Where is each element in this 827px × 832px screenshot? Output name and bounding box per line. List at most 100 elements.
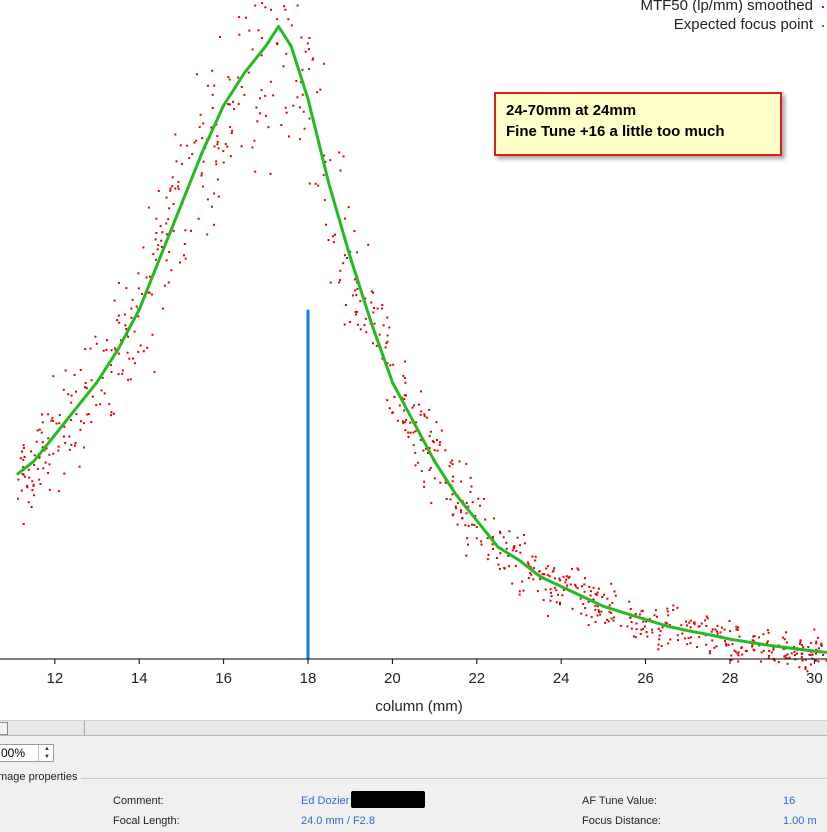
raw-mtf-point	[51, 417, 54, 420]
raw-mtf-point	[288, 135, 290, 138]
raw-mtf-point	[283, 5, 286, 8]
raw-mtf-point	[518, 593, 521, 596]
raw-mtf-point	[735, 628, 738, 631]
raw-mtf-point	[397, 419, 399, 422]
raw-mtf-point	[308, 68, 311, 71]
raw-mtf-point	[353, 278, 356, 281]
raw-mtf-point	[711, 628, 714, 631]
af-tune-value: 16	[783, 795, 796, 807]
raw-mtf-point	[227, 103, 230, 106]
raw-mtf-point	[809, 642, 812, 645]
raw-mtf-point	[600, 610, 603, 613]
raw-mtf-point	[427, 452, 429, 454]
raw-mtf-point	[430, 502, 433, 505]
raw-mtf-point	[248, 29, 251, 32]
raw-mtf-point	[484, 518, 487, 521]
raw-mtf-point	[215, 160, 218, 163]
raw-mtf-point	[116, 319, 119, 322]
raw-mtf-point	[681, 632, 684, 635]
raw-mtf-point	[167, 281, 170, 284]
raw-mtf-point	[666, 607, 669, 610]
raw-mtf-point	[492, 535, 494, 538]
raw-mtf-point	[382, 324, 385, 327]
zoom-input[interactable]: 00%	[0, 744, 54, 762]
raw-mtf-point	[752, 635, 755, 638]
raw-mtf-point	[22, 458, 25, 461]
raw-mtf-point	[147, 206, 150, 209]
raw-mtf-point	[23, 456, 26, 458]
spin-up-icon[interactable]: ▲	[44, 746, 50, 752]
horizontal-scrollbar[interactable]	[0, 720, 827, 736]
raw-mtf-point	[565, 578, 568, 581]
raw-mtf-point	[113, 299, 116, 302]
raw-mtf-point	[519, 551, 522, 554]
raw-mtf-point	[103, 392, 106, 395]
raw-mtf-point	[363, 324, 366, 326]
raw-mtf-point	[110, 371, 113, 373]
raw-mtf-point	[83, 446, 86, 449]
raw-mtf-point	[216, 178, 219, 181]
raw-mtf-point	[426, 416, 428, 419]
raw-mtf-point	[237, 76, 240, 79]
raw-mtf-point	[808, 653, 811, 656]
raw-mtf-point	[141, 293, 143, 295]
raw-mtf-point	[38, 478, 41, 481]
raw-mtf-point	[505, 547, 508, 550]
raw-mtf-point	[169, 187, 172, 190]
raw-mtf-point	[247, 71, 250, 74]
raw-mtf-point	[157, 244, 160, 247]
raw-mtf-point	[32, 483, 35, 486]
raw-mtf-point	[685, 620, 687, 623]
raw-mtf-point	[47, 437, 50, 440]
spin-down-icon[interactable]: ▼	[44, 754, 50, 760]
raw-mtf-point	[312, 57, 315, 60]
raw-mtf-point	[467, 543, 469, 546]
raw-mtf-point	[439, 441, 441, 444]
raw-mtf-point	[419, 439, 422, 441]
raw-mtf-point	[614, 594, 617, 597]
raw-mtf-point	[154, 238, 157, 241]
raw-mtf-point	[422, 449, 425, 452]
raw-mtf-point	[83, 386, 86, 389]
raw-mtf-point	[610, 611, 613, 614]
x-tick-label: 12	[47, 670, 64, 687]
raw-mtf-point	[549, 588, 552, 591]
raw-mtf-point	[23, 475, 26, 478]
raw-mtf-point	[174, 187, 177, 190]
raw-mtf-point	[582, 603, 585, 606]
raw-mtf-point	[511, 582, 514, 585]
raw-mtf-point	[68, 448, 71, 451]
raw-mtf-point	[456, 502, 459, 505]
raw-mtf-point	[174, 133, 177, 136]
raw-mtf-point	[237, 102, 240, 105]
raw-mtf-point	[730, 654, 733, 657]
raw-mtf-point	[84, 382, 87, 384]
raw-mtf-point	[656, 615, 658, 618]
raw-mtf-point	[217, 195, 220, 198]
raw-mtf-point	[677, 639, 679, 642]
raw-mtf-point	[741, 653, 744, 656]
raw-mtf-point	[444, 481, 447, 484]
raw-mtf-point	[217, 147, 220, 150]
raw-mtf-point	[20, 489, 23, 492]
raw-mtf-point	[658, 638, 661, 641]
raw-mtf-point	[467, 505, 470, 508]
zoom-spinner[interactable]: ▲ ▼	[38, 745, 55, 761]
raw-mtf-point	[150, 293, 153, 296]
raw-mtf-point	[518, 590, 521, 593]
raw-mtf-point	[471, 523, 473, 526]
scroll-left-button[interactable]	[0, 722, 8, 735]
raw-mtf-point	[562, 575, 565, 578]
raw-mtf-point	[646, 635, 649, 638]
raw-mtf-point	[145, 276, 148, 279]
raw-mtf-point	[63, 472, 66, 475]
raw-mtf-point	[705, 615, 708, 618]
raw-mtf-point	[199, 113, 202, 116]
raw-mtf-point	[574, 585, 577, 588]
raw-mtf-point	[607, 620, 610, 623]
raw-mtf-point	[404, 429, 407, 432]
raw-mtf-point	[339, 279, 341, 282]
raw-mtf-point	[548, 575, 551, 578]
raw-mtf-point	[386, 316, 389, 319]
raw-mtf-point	[86, 413, 89, 416]
